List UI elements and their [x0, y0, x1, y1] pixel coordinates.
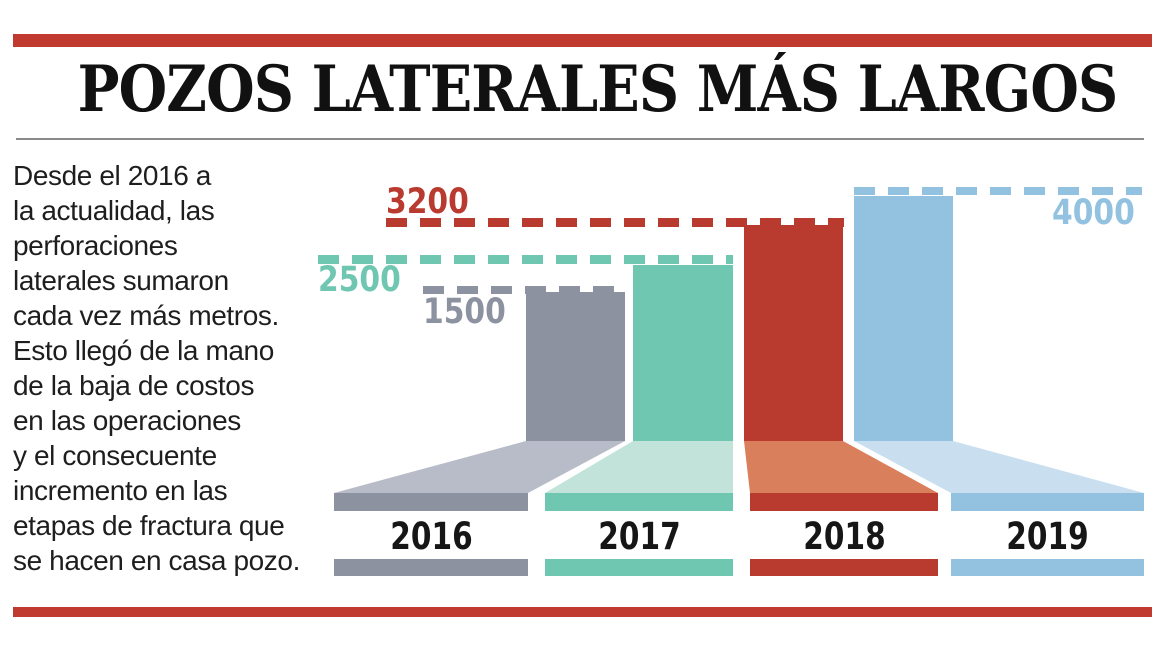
base-strip-2016	[334, 493, 528, 511]
leader-line-2017	[318, 255, 733, 264]
leader-line-2016	[423, 286, 625, 294]
bar-2016	[526, 292, 625, 441]
bar-2017	[633, 265, 733, 441]
page-title-text: POZOS LATERALES MÁS LARGOS	[77, 52, 1119, 127]
bottom-accent-bar	[13, 607, 1152, 617]
base-strip-2018	[750, 493, 938, 511]
year-underline-2017	[545, 559, 733, 576]
year-label-2017-text: 2017	[597, 515, 681, 558]
leader-line-2018	[386, 218, 844, 227]
bar-2019	[854, 196, 953, 441]
chart-description: Desde el 2016 a la actualidad, las perfo…	[13, 160, 300, 576]
year-label-2018: 2018	[750, 518, 938, 555]
year-underline-2016	[334, 559, 528, 576]
top-accent-bar	[13, 34, 1152, 47]
base-strip-2017	[545, 493, 733, 511]
year-label-2016: 2016	[334, 518, 528, 555]
year-underline-2019	[951, 559, 1144, 576]
year-label-2019: 2019	[951, 518, 1144, 555]
title-divider	[16, 138, 1144, 140]
page-title: POZOS LATERALES MÁS LARGOS	[0, 58, 1170, 122]
year-underline-2018	[750, 559, 938, 576]
base-strip-2019	[951, 493, 1144, 511]
year-label-2019-text: 2019	[1006, 515, 1089, 558]
year-label-2017: 2017	[545, 518, 733, 555]
leader-line-2019	[854, 187, 1142, 195]
bar-2018	[744, 225, 843, 441]
value-label-2016: 1500	[423, 292, 506, 332]
year-label-2018-text: 2018	[802, 515, 886, 558]
value-label-2018: 3200	[386, 182, 469, 222]
value-label-2019: 4000	[1052, 193, 1135, 233]
value-label-2017: 2500	[318, 260, 401, 300]
year-label-2016-text: 2016	[389, 515, 473, 558]
